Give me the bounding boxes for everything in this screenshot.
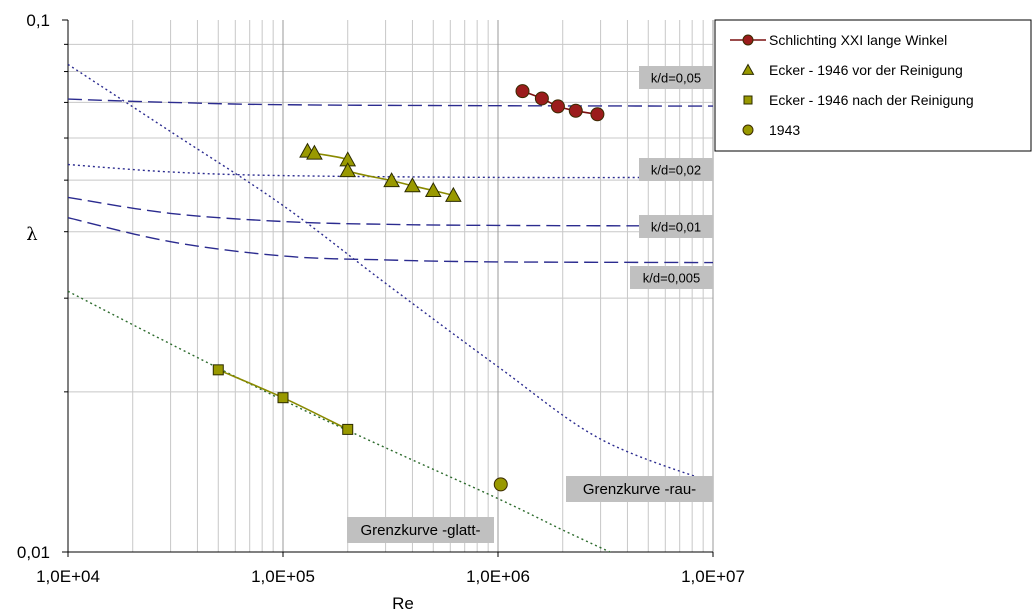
legend-marker: [741, 63, 755, 75]
plot-area: [68, 20, 713, 552]
y-tick-label: 0,1: [26, 11, 50, 30]
legend-frame: [714, 19, 1032, 152]
reference-curve: [68, 196, 713, 227]
data-point-triangle: [404, 177, 421, 193]
legend-item: Ecker - 1946 nach der Reinigung: [743, 92, 974, 108]
tick-labels: 1,0E+04 1,0E+05 1,0E+06 1,0E+07 0,01 0,1: [17, 11, 745, 586]
data-point-circle: [568, 103, 583, 118]
reference-label-box: [639, 215, 713, 238]
legend-label: Ecker - 1946 nach der Reinigung: [769, 92, 974, 108]
reference-label-text: k/d=0,005: [643, 271, 700, 286]
legend-label: Schlichting XXI lange Winkel: [769, 32, 947, 48]
legend-marker: [742, 34, 754, 46]
reference-curve: [68, 98, 713, 107]
reference-label: k/d=0,05: [639, 66, 713, 89]
axes: [62, 19, 714, 557]
legend: Schlichting XXI lange Winkel Ecker - 1946…: [714, 19, 1032, 152]
y-tick-label: 0,01: [17, 543, 50, 562]
series-markers: [212, 84, 605, 492]
data-point-triangle: [383, 172, 400, 188]
reference-label: k/d=0,005: [630, 266, 713, 289]
reference-label-text: k/d=0,05: [651, 71, 701, 86]
x-tick-label: 1,0E+06: [466, 567, 530, 586]
legend-item: Ecker - 1946 vor der Reinigung: [741, 62, 963, 78]
data-point-square: [212, 364, 224, 376]
reference-curves: [68, 63, 713, 552]
x-tick-label: 1,0E+04: [36, 567, 100, 586]
data-point-triangle: [445, 186, 462, 202]
data-point-circle: [515, 84, 530, 99]
reference-label-box: [639, 158, 713, 181]
reference-label-text: k/d=0,02: [651, 163, 701, 178]
x-axis-title: Re: [392, 594, 414, 613]
legend-item: 1943: [742, 122, 800, 138]
legend-item: Schlichting XXI lange Winkel: [730, 32, 947, 48]
reference-curve: [68, 63, 713, 484]
reference-curve: [68, 290, 612, 552]
x-tick-label: 1,0E+05: [251, 567, 315, 586]
plot-background: [68, 20, 713, 552]
y-axis-title: λ: [26, 224, 37, 245]
data-point-square: [342, 423, 354, 435]
reference-label-box: [566, 476, 713, 502]
reference-labels: k/d=0,05 k/d=0,02 k/d=0,01 k/d=0,005 Grenzku…: [347, 66, 713, 543]
reference-label-box: [639, 66, 713, 89]
reference-curve: [68, 217, 713, 264]
reference-label-text: k/d=0,01: [651, 220, 701, 235]
reference-label-text: Grenzkurve -rau-: [583, 481, 696, 498]
data-point-circle: [590, 107, 605, 122]
reference-label: k/d=0,02: [639, 158, 713, 181]
data-point-circle: [550, 99, 565, 114]
reference-label-box: [630, 266, 713, 289]
data-point-triangle: [306, 144, 323, 160]
reference-label: k/d=0,01: [639, 215, 713, 238]
data-point-circle: [534, 91, 549, 106]
reference-label-box: [347, 517, 494, 543]
x-tick-label: 1,0E+07: [681, 567, 745, 586]
grid-minor: [68, 20, 713, 552]
legend-label: 1943: [769, 122, 800, 138]
legend-marker: [742, 124, 754, 136]
legend-marker: [743, 95, 753, 105]
data-point-triangle: [424, 182, 442, 198]
reference-curve: [68, 163, 713, 179]
data-point-square: [277, 392, 289, 404]
reference-label-text: Grenzkurve -glatt-: [360, 522, 480, 539]
data-point-triangle: [339, 162, 357, 178]
data-point-circle: [493, 477, 508, 492]
reference-label: Grenzkurve -glatt-: [347, 517, 494, 543]
reference-label: Grenzkurve -rau-: [566, 476, 713, 502]
legend-label: Ecker - 1946 vor der Reinigung: [769, 62, 963, 78]
